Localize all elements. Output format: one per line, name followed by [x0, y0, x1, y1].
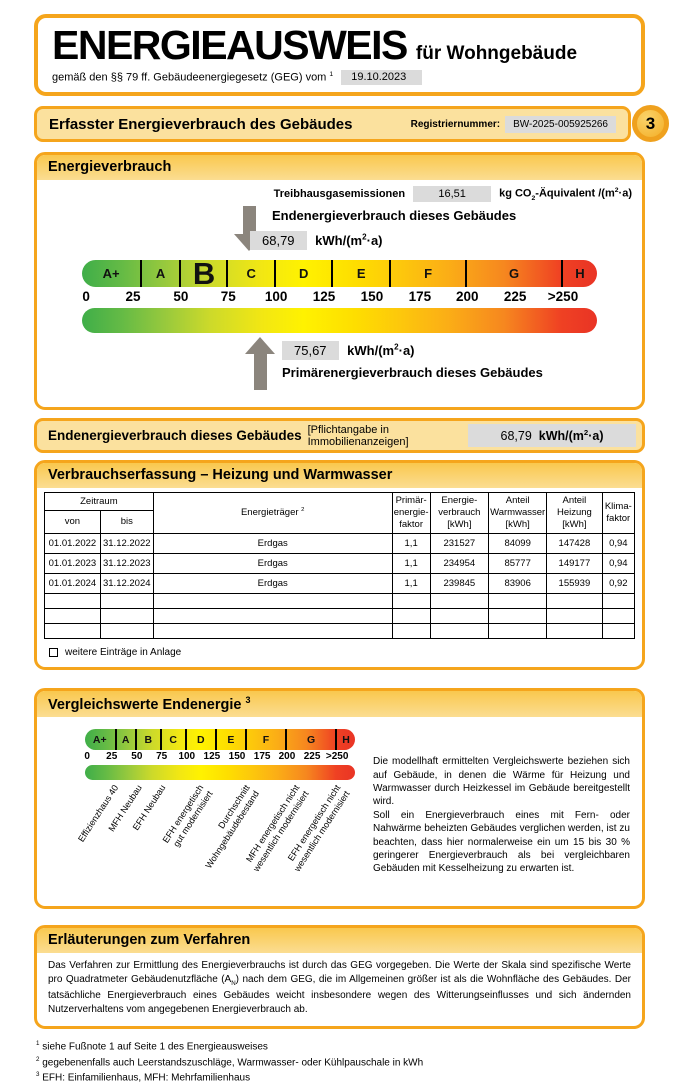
class-c: C [246, 266, 256, 281]
more-entries-label: weitere Einträge in Anlage [65, 646, 182, 658]
table-row: 01.01.2022 31.12.2022 Erdgas 1,1 231527 840… [44, 532, 636, 554]
section-verbrauchserfassung: Verbrauchserfassung – Heizung und Warmwa… [34, 460, 645, 670]
col-bis: bis [99, 510, 154, 534]
section-verbrauchserfassung-title: Verbrauchserfassung – Heizung und Warmwa… [37, 463, 642, 488]
ghg-unit: kg CO2-Äquivalent /(m2·a) [499, 186, 632, 202]
section-erlaeuterungen-title: Erläuterungen zum Verfahren [37, 928, 642, 954]
table-row-empty [44, 607, 636, 624]
geg-date-field: 19.10.2023 [341, 70, 423, 86]
footnote-1: 1 siehe Fußnote 1 auf Seite 1 des Energi… [36, 1040, 268, 1053]
kwh-unit: kWh/(m2·a) [315, 232, 383, 248]
col-primaerenergiefaktor: Primär- energie- faktor [391, 492, 431, 534]
section-erlaeuterungen: Erläuterungen zum Verfahren Das Verfahre… [34, 925, 645, 1030]
primary-energy-value-field: 75,67 [282, 341, 339, 360]
summary-row-title: Endenergieverbrauch dieses Gebäudes [48, 428, 302, 443]
final-energy-label: Endenergieverbrauch dieses Gebäudes [272, 208, 517, 223]
kwh-unit: kWh/(m2·a) [347, 342, 415, 358]
col-von: von [44, 510, 101, 534]
col-energietraeger: Energieträger 2 [152, 492, 393, 534]
ghg-label: Treibhausgasemissionen [273, 188, 406, 200]
section-vergleichswerte-title: Vergleichswerte Endenergie 3 [37, 690, 642, 718]
footnote-2: 2 gegebenenfalls auch Leerstandszuschläg… [36, 1055, 424, 1069]
col-zeitraum: Zeitraum [44, 491, 154, 512]
class-a-plus: A+ [102, 266, 120, 281]
comparison-explanation-text: Die modellhaft ermittelten Vergleichswer… [373, 756, 630, 874]
comparison-scale: A+ A B C D E F G H 0 25 50 75 [43, 729, 373, 902]
consumption-table: Zeitraum Energieträger 2 Primär- energie… [44, 491, 636, 639]
primary-energy-label: Primärenergieverbrauch dieses Gebäudes [282, 365, 543, 380]
footnote-mark-1: 1 [329, 71, 334, 79]
document-title: ENERGIEAUSWEIS [52, 22, 408, 68]
table-row: 01.01.2023 31.12.2023 Erdgas 1,1 234954 857… [44, 552, 636, 574]
ghg-emissions-line: Treibhausgasemissionen 16,51 kg CO2-Äqui… [37, 186, 632, 202]
section-banner-row: Erfasster Energieverbrauch des Gebäudes … [34, 105, 669, 142]
col-klimafaktor: Klima- faktor [601, 492, 636, 534]
final-energy-value-field: 68,79 [250, 231, 307, 250]
class-e: E [356, 266, 366, 281]
arrow-up-icon [245, 337, 275, 390]
gradient-band [82, 308, 597, 333]
summary-value-field: 68,79 kWh/(m2·a) [468, 423, 636, 448]
table-row: 01.01.2024 31.12.2024 Erdgas 1,1 239845 839… [44, 572, 636, 594]
section-energieverbrauch: Energieverbrauch Treibhausgasemissionen … [34, 152, 645, 410]
recorded-consumption-banner: Erfasster Energieverbrauch des Gebäudes … [34, 106, 631, 142]
comparison-class-band: A+ A B C D E F G H [85, 729, 355, 751]
comparison-number-row: 0 25 50 75 100 125 150 175 200 225 >250 [84, 751, 349, 763]
col-anteil-warmwasser: Anteil Warmwasser [kWh] [488, 492, 548, 534]
registration-number-value: BW-2025-005925266 [505, 115, 616, 133]
ghg-value-field: 16,51 [413, 186, 492, 202]
document-header: ENERGIEAUSWEIS für Wohngebäude gemäß den… [34, 14, 645, 96]
energy-class-band: A+ A B C D E F G H [82, 256, 597, 291]
class-a: A [155, 266, 166, 281]
class-d: D [299, 266, 309, 281]
law-reference: gemäß den §§ 79 ff. Gebäudeenergiegesetz… [52, 71, 334, 84]
scale-number-row: 0 25 50 75 100 125 150 175 200 225 >250 [82, 289, 579, 304]
document-title-suffix: für Wohngebäude [415, 43, 578, 64]
table-row-empty [44, 592, 636, 609]
more-entries-checkbox[interactable] [49, 647, 58, 657]
final-energy-marker-block: Endenergieverbrauch dieses Gebäudes 68,7… [82, 204, 597, 260]
section-vergleichswerte: Vergleichswerte Endenergie 3 A+ A B C D … [34, 687, 645, 910]
section-energieverbrauch-title: Energieverbrauch [37, 155, 642, 180]
class-b-current: B [192, 256, 215, 291]
col-energieverbrauch: Energie- verbrauch [kWh] [429, 492, 490, 534]
primary-energy-marker-block: 75,67 kWh/(m2·a) Primärenergieverbrauch … [82, 337, 597, 403]
banner-title: Erfasster Energieverbrauch des Gebäudes [49, 115, 353, 133]
summary-row-note: [Pflichtangabe in Immobilienanzeigen] [307, 423, 409, 448]
procedure-explanation-text: Das Verfahren zur Ermittlung des Energie… [48, 960, 632, 1015]
footnotes: 1 siehe Fußnote 1 auf Seite 1 des Energi… [36, 1039, 643, 1085]
registration-number-label: Registriernummer: [410, 118, 501, 130]
comparison-labels: Effizienzhaus 40 MFH Neubau EFH Neubau E… [76, 783, 352, 874]
class-f: F [424, 266, 433, 281]
col-anteil-heizung: Anteil Heizung [kWh] [546, 492, 603, 534]
comparison-gradient-band [85, 765, 355, 781]
page-number-badge: 3 [632, 105, 669, 142]
class-h: H [575, 266, 585, 281]
final-energy-summary-row: Endenergieverbrauch dieses Gebäudes [Pfl… [34, 418, 645, 453]
energy-class-scale: A+ A B C D E F G H 0 25 50 75 100 125 15… [82, 256, 597, 333]
table-row-empty [44, 622, 636, 639]
class-g: G [509, 266, 520, 281]
footnote-3: 3 EFH: Einfamilienhaus, MFH: Mehrfamilie… [36, 1071, 251, 1084]
